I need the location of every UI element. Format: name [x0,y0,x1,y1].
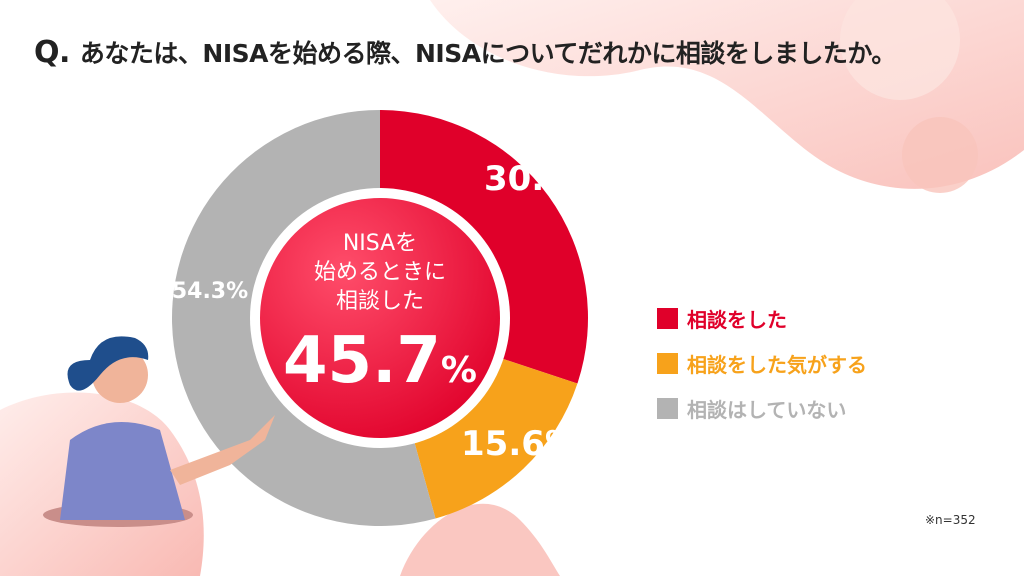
legend-item-consulted: 相談をした [657,296,867,341]
sample-size-note: ※n=352 [925,513,976,527]
legend-swatch [657,398,678,419]
center-caption-line: 始めるときに [314,260,446,285]
legend-item-maybe-consulted: 相談をした気がする [657,341,867,386]
legend-label: 相談をした気がする [687,353,867,377]
question-text: あなたは、NISAを始める際、NISAについてだれかに相談をしましたか。 [79,39,896,68]
center-caption-line: 相談した [336,289,424,314]
woman-illustration [43,336,275,527]
legend-swatch [657,308,678,329]
center-circle [260,198,500,438]
legend-label: 相談はしていない [687,398,847,422]
question-prefix: Q. [34,35,70,70]
data-label: 30.1% [484,159,602,199]
center-value: 45.7% [283,324,477,398]
data-label: 15.6% [461,424,579,464]
question-title: Q. あなたは、NISAを始める際、NISAについてだれかに相談をしましたか。 [34,34,896,70]
data-label: 54.3% [172,279,248,304]
legend-swatch [657,353,678,374]
legend-item-not-consulted: 相談はしていない [657,386,867,431]
legend-label: 相談をした [687,308,787,332]
center-caption-line: NISAを [343,231,417,256]
legend: 相談をした 相談をした気がする 相談はしていない [657,296,867,431]
